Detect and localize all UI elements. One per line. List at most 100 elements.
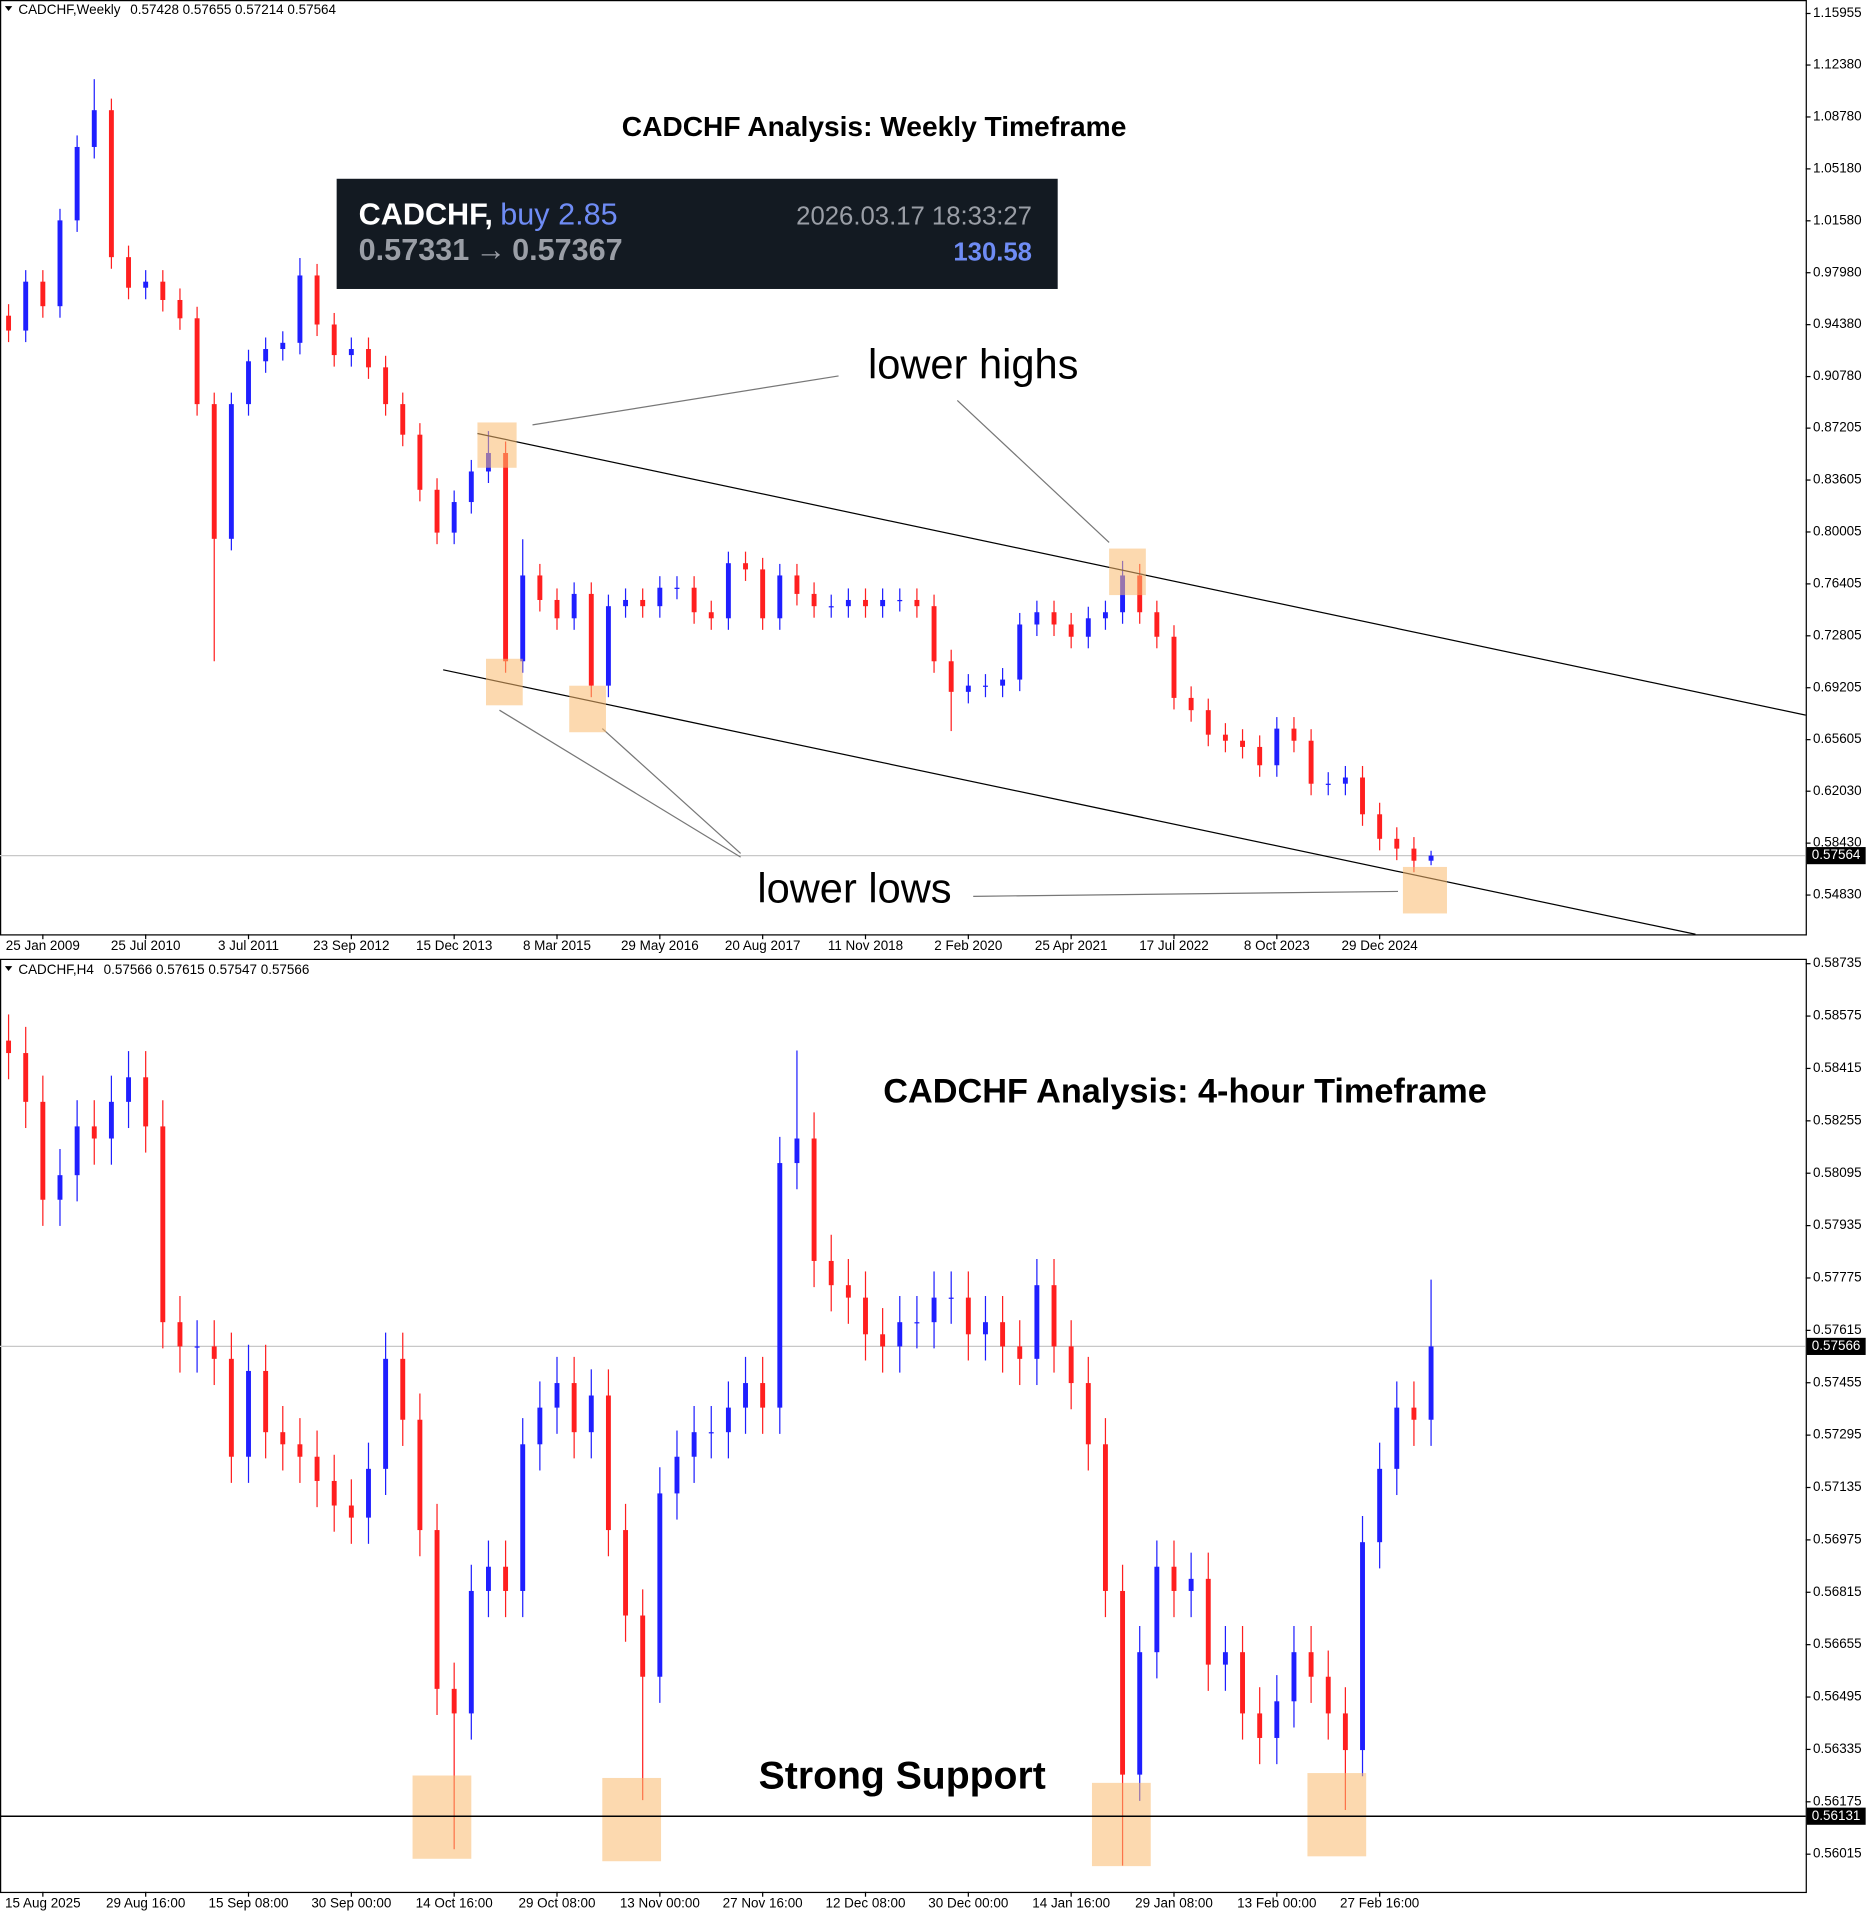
candle-body bbox=[40, 1101, 46, 1200]
x-tick-label: 30 Sep 00:00 bbox=[311, 1896, 391, 1911]
y-tick-label: 0.56975 bbox=[1813, 1531, 1862, 1546]
candle-body bbox=[434, 489, 440, 533]
highlight bbox=[1307, 1773, 1367, 1857]
candle-body bbox=[1188, 1578, 1194, 1591]
x-tick-label: 29 Jan 08:00 bbox=[1135, 1896, 1213, 1911]
pointer bbox=[601, 728, 742, 854]
candle-body bbox=[1154, 612, 1160, 637]
candle-body bbox=[743, 563, 748, 570]
candle-body bbox=[880, 599, 886, 607]
candle-body bbox=[760, 1383, 766, 1408]
candle-body bbox=[863, 1297, 868, 1335]
candle-body bbox=[760, 569, 766, 619]
x-tick-label: 8 Mar 2015 bbox=[523, 938, 591, 953]
candle-body bbox=[1085, 1383, 1091, 1445]
candle-body bbox=[246, 1370, 251, 1457]
candle-body bbox=[811, 1138, 817, 1261]
y-tick-label: 1.12380 bbox=[1813, 57, 1862, 72]
candle-body bbox=[983, 685, 988, 687]
candle-body bbox=[674, 587, 680, 589]
panel-frame bbox=[0, 958, 1807, 1894]
candle-body bbox=[1068, 624, 1074, 637]
candle-body bbox=[794, 575, 800, 594]
trade-symbol: CADCHF, bbox=[359, 198, 493, 232]
y-tick-label: 0.83605 bbox=[1813, 472, 1862, 487]
candle-body bbox=[674, 1456, 680, 1494]
candle-body bbox=[1102, 1444, 1108, 1591]
candle-body bbox=[537, 575, 543, 600]
y-tick-label: 0.58095 bbox=[1813, 1165, 1862, 1180]
candle-body bbox=[6, 315, 12, 331]
y-tick-label: 0.58415 bbox=[1813, 1060, 1862, 1075]
candle-body bbox=[1257, 746, 1263, 766]
y-tick-label: 1.15955 bbox=[1813, 5, 1862, 20]
candle-body bbox=[1154, 1566, 1160, 1653]
candle-body bbox=[605, 1395, 611, 1531]
candle-body bbox=[417, 434, 423, 490]
candle-body bbox=[1394, 838, 1400, 849]
trade-side: buy 2.85 bbox=[500, 198, 617, 232]
candle-body bbox=[228, 1358, 234, 1457]
current-price-bg bbox=[1806, 1337, 1866, 1355]
trade-prices: 0.57331 → 0.57367 bbox=[359, 233, 623, 267]
candle-body bbox=[108, 110, 114, 258]
support-label: 0.56131 bbox=[1812, 1808, 1861, 1823]
y-tick-label: 0.56335 bbox=[1813, 1741, 1862, 1756]
y-tick-label: 0.56495 bbox=[1813, 1689, 1862, 1704]
x-tick-label: 15 Aug 2025 bbox=[5, 1896, 81, 1911]
candle-body bbox=[57, 220, 63, 307]
x-tick-label: 27 Nov 16:00 bbox=[723, 1896, 803, 1911]
candle-body bbox=[1034, 1285, 1040, 1359]
candle-body bbox=[451, 502, 457, 533]
pointers bbox=[499, 375, 1399, 897]
candle-body bbox=[537, 1407, 543, 1445]
x-tick-label: 25 Jul 2010 bbox=[111, 938, 181, 953]
candle-body bbox=[40, 281, 46, 307]
candle-body bbox=[1222, 734, 1228, 741]
y-tick-label: 0.56175 bbox=[1813, 1793, 1862, 1808]
pointer bbox=[973, 890, 1399, 897]
y-tick-label: 0.56815 bbox=[1813, 1584, 1862, 1599]
candle-body bbox=[177, 299, 183, 319]
candle-body bbox=[126, 1077, 131, 1102]
y-tick-label: 0.57455 bbox=[1813, 1374, 1862, 1389]
candle-body bbox=[1000, 1322, 1006, 1347]
candle-body bbox=[1291, 728, 1297, 741]
candle-body bbox=[1428, 855, 1434, 861]
candle-body bbox=[331, 1480, 337, 1506]
y-tick-label: 0.56015 bbox=[1813, 1846, 1862, 1861]
candle-body bbox=[1068, 1346, 1074, 1384]
candle-body bbox=[23, 1053, 29, 1102]
y-tick-label: 0.58430 bbox=[1813, 835, 1862, 850]
candle-body bbox=[828, 606, 834, 608]
candle-body bbox=[451, 1688, 457, 1714]
candle-body bbox=[126, 257, 131, 288]
y-tick-label: 0.62030 bbox=[1813, 783, 1862, 798]
candle-body bbox=[1411, 848, 1417, 861]
candle-body bbox=[1017, 1346, 1023, 1359]
candle-body bbox=[383, 1358, 389, 1469]
y-tick-label: 0.87205 bbox=[1813, 420, 1862, 435]
candle-body bbox=[657, 587, 663, 607]
x-tick-label: 12 Dec 08:00 bbox=[825, 1896, 905, 1911]
y-tick-label: 0.97980 bbox=[1813, 264, 1862, 279]
y-tick-label: 0.57615 bbox=[1813, 1322, 1862, 1337]
x-tick-label: 13 Nov 00:00 bbox=[620, 1896, 700, 1911]
candle-body bbox=[691, 587, 697, 613]
y-tick-label: 0.65605 bbox=[1813, 731, 1862, 746]
y-tick-label: 0.58575 bbox=[1813, 1008, 1862, 1023]
highlight bbox=[477, 422, 517, 468]
highlight bbox=[569, 685, 606, 733]
ohlc: 0.57428 0.57655 0.57214 0.57564 bbox=[130, 1, 336, 16]
x-tick-label: 3 Jul 2011 bbox=[218, 938, 279, 953]
candle-body bbox=[640, 599, 646, 607]
candle-body bbox=[91, 110, 97, 147]
candle-body bbox=[366, 1468, 371, 1518]
candle-body bbox=[23, 281, 29, 331]
x-tick-label: 17 Jul 2022 bbox=[1139, 938, 1209, 953]
candle-body bbox=[314, 275, 320, 325]
candle-body bbox=[520, 575, 526, 662]
x-tick-label: 13 Feb 00:00 bbox=[1237, 1896, 1316, 1911]
candle-body bbox=[588, 593, 594, 686]
